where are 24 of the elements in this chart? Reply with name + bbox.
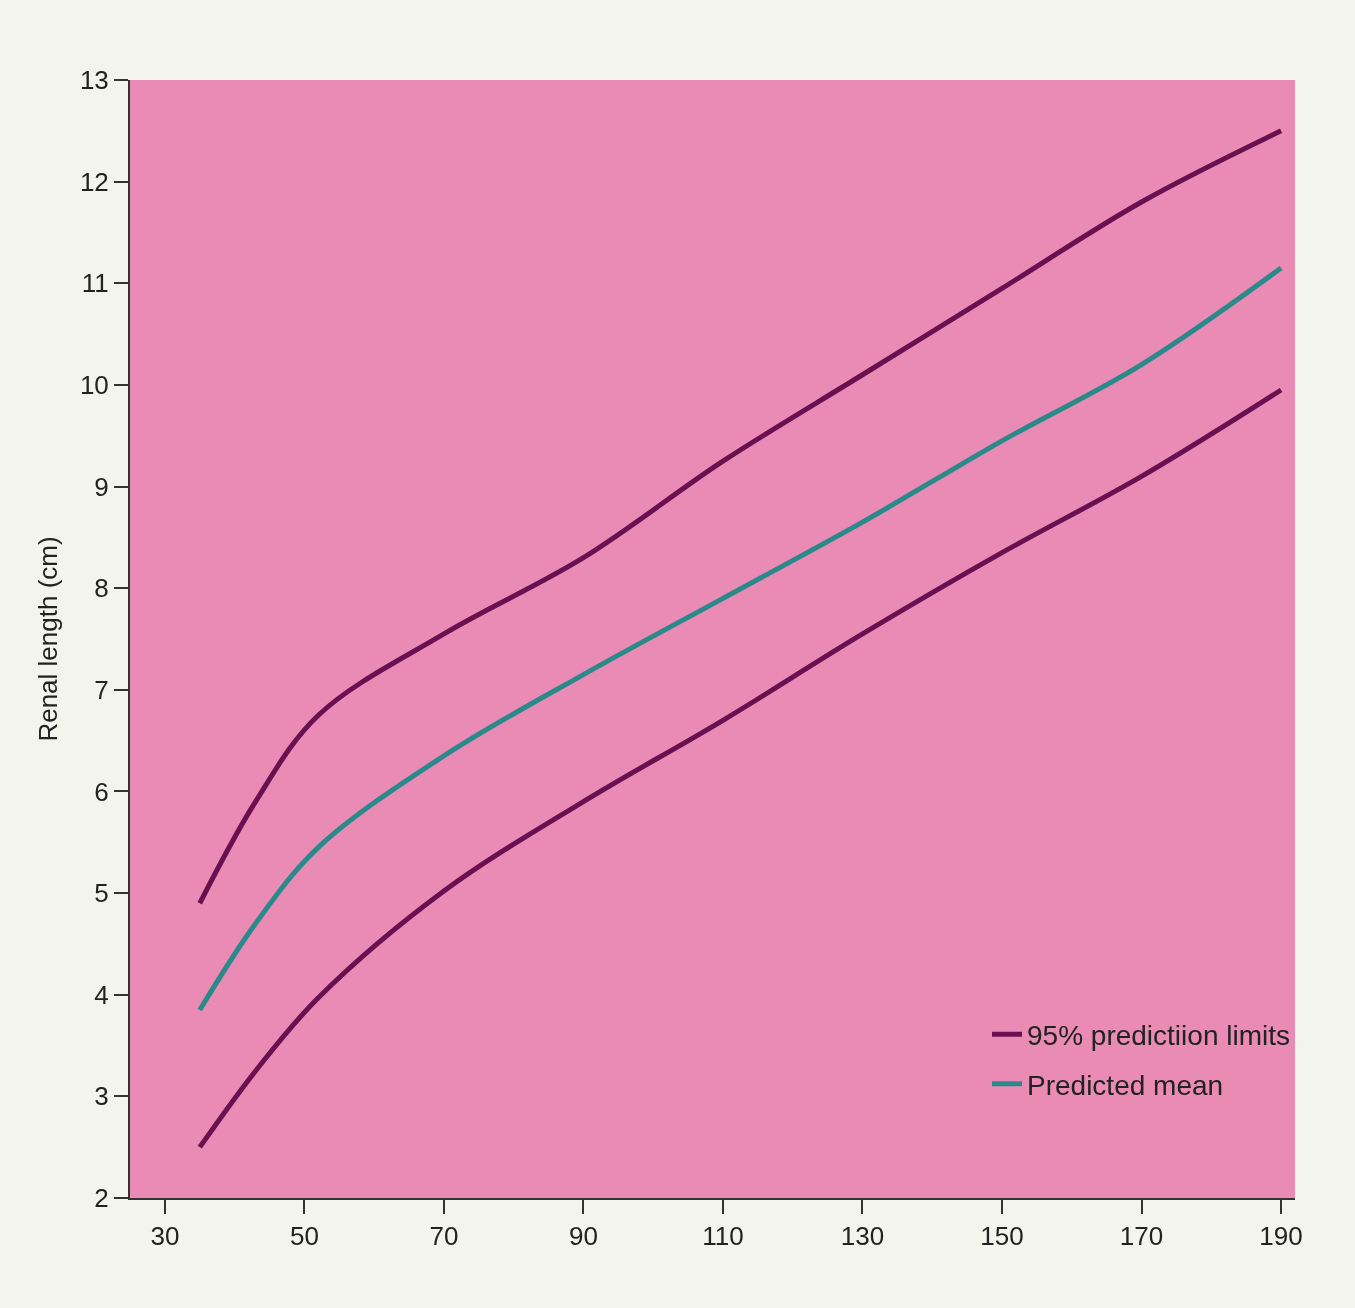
y-tick-label: 2: [94, 1183, 109, 1214]
x-tick-label: 190: [1259, 1221, 1303, 1252]
x-tick-label: 170: [1119, 1221, 1164, 1252]
y-tick-label: 13: [79, 65, 109, 96]
x-tick-label: 70: [429, 1221, 459, 1252]
x-tick-label: 150: [980, 1221, 1024, 1252]
y-axis-title: Renal length (cm): [32, 536, 63, 742]
legend-label: 95% predictiion limits: [1027, 1020, 1290, 1052]
x-tick-label: 50: [289, 1221, 319, 1252]
y-tick-label: 10: [79, 370, 109, 401]
y-tick-label: 3: [94, 1081, 109, 1112]
x-tick-label: 30: [150, 1221, 180, 1252]
x-tick-label: 110: [702, 1221, 744, 1252]
y-tick-label: 5: [94, 878, 109, 909]
y-tick-label: 4: [94, 979, 109, 1010]
y-tick-label: 12: [79, 166, 109, 197]
x-tick-label: 90: [568, 1221, 598, 1252]
y-tick-label: 11: [81, 268, 109, 299]
y-tick-label: 6: [94, 776, 109, 807]
y-tick-label: 7: [94, 674, 109, 705]
x-tick-label: 130: [840, 1221, 885, 1252]
y-tick-label: 9: [94, 471, 109, 502]
legend-label: Predicted mean: [1027, 1069, 1224, 1101]
y-tick-label: 8: [94, 573, 109, 604]
